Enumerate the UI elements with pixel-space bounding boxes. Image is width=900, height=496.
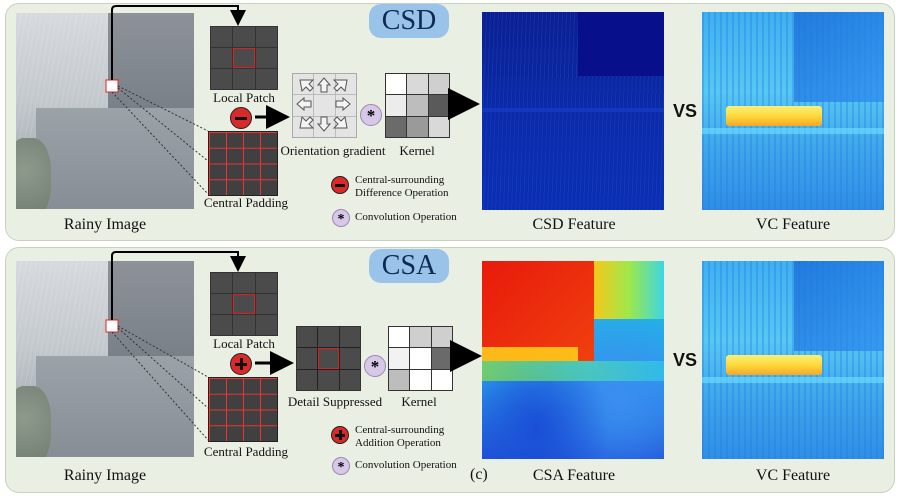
kernel-cell: [410, 327, 431, 348]
central-padding-label: Central Padding: [203, 444, 289, 459]
local-patch-label: Local Patch: [213, 336, 275, 351]
vc-feature-map: [702, 261, 884, 459]
rainy-image-label: Rainy Image: [63, 216, 147, 233]
vc-feature-map: [702, 12, 884, 210]
arrow-icon: [293, 74, 314, 95]
legend-conv: Convolution Operation: [355, 211, 457, 223]
kernel-label: Kernel: [401, 394, 437, 409]
arrow-icon: [335, 116, 356, 137]
kernel: [385, 73, 450, 138]
subfigure-label: (c): [470, 466, 488, 483]
kernel-cell: [407, 95, 428, 116]
kernel: [388, 326, 453, 391]
arrow-icon: [314, 74, 335, 95]
legend-op-line2: Difference Operation: [355, 187, 449, 199]
kernel-label: Kernel: [399, 143, 435, 158]
orientation-gradient: [292, 73, 357, 138]
kernel-cell: [389, 327, 410, 348]
addition-operator-icon: [230, 353, 252, 375]
kernel-cell: [428, 116, 449, 137]
central-padding-label: Central Padding: [203, 195, 289, 210]
kernel-cell: [386, 74, 407, 95]
kernel-cell: [428, 95, 449, 116]
vc-feature-label: VC Feature: [755, 467, 831, 484]
kernel-cell: [386, 95, 407, 116]
arrow-icon: [314, 116, 335, 137]
csa-feature-map: [482, 261, 664, 459]
convolution-operator-icon: *: [364, 355, 386, 377]
local-patch: [210, 26, 278, 90]
legend-op-line1: Central-surrounding: [355, 424, 445, 436]
arrow-icon: [335, 95, 356, 116]
difference-operator-icon: [230, 107, 252, 129]
csd-title: CSD: [369, 4, 449, 38]
central-padding: [208, 377, 278, 442]
csa-feature-label: CSA Feature: [532, 467, 616, 484]
legend-op-line2: Addition Operation: [355, 437, 441, 449]
rainy-image: [16, 261, 194, 457]
vc-feature-label: VC Feature: [755, 216, 831, 233]
arrow-icon: [293, 116, 314, 137]
legend-op-line1: Central-surrounding: [355, 174, 445, 186]
arrow-icon: [335, 74, 356, 95]
kernel-cell: [407, 74, 428, 95]
legend-conv: Convolution Operation: [355, 459, 457, 471]
kernel-cell: [431, 348, 452, 369]
addition-operator-legend-icon: [331, 426, 349, 444]
arrow-icon: [293, 95, 314, 116]
kernel-cell: [410, 348, 431, 369]
vs-label: VS: [673, 101, 698, 121]
kernel-cell: [386, 116, 407, 137]
convolution-operator-icon: *: [360, 104, 382, 126]
kernel-cell: [431, 369, 452, 390]
kernel-cell: [407, 116, 428, 137]
kernel-cell: [431, 327, 452, 348]
csd-feature-map: [482, 12, 664, 210]
difference-operator-legend-icon: [331, 176, 349, 194]
kernel-cell: [389, 348, 410, 369]
kernel-cell: [410, 369, 431, 390]
csd-feature-label: CSD Feature: [532, 216, 616, 233]
rainy-image: [16, 13, 194, 209]
detail-suppressed-label: Detail Suppressed: [287, 394, 383, 409]
local-patch: [210, 272, 278, 336]
vs-label: VS: [673, 350, 698, 370]
central-padding: [208, 131, 278, 196]
kernel-cell: [428, 74, 449, 95]
rainy-image-label: Rainy Image: [63, 467, 147, 484]
kernel-cell: [389, 369, 410, 390]
detail-suppressed-grid: [296, 326, 361, 391]
csa-title: CSA: [369, 249, 449, 283]
local-patch-label: Local Patch: [213, 90, 275, 105]
convolution-legend-icon: *: [332, 209, 350, 227]
convolution-legend-icon: *: [332, 457, 350, 475]
orientation-gradient-label: Orientation gradient: [280, 143, 386, 158]
